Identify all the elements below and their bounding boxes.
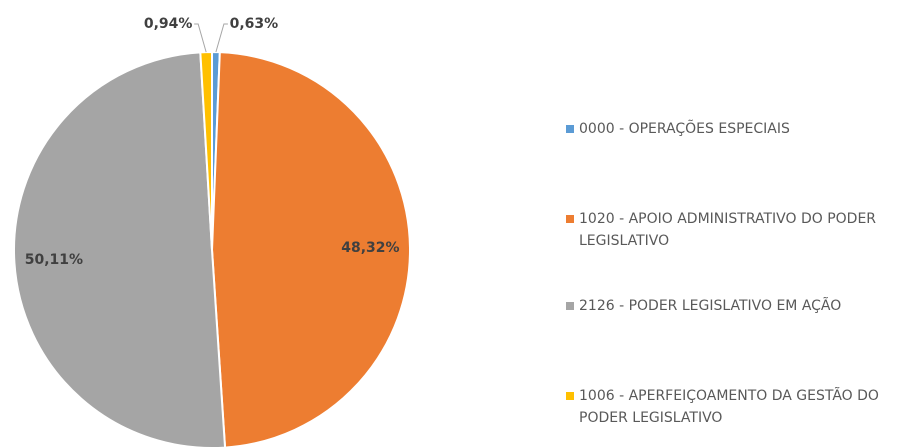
leader-line [194,23,207,53]
legend-label: 0000 - OPERAÇÕES ESPECIAIS [579,121,790,137]
data-label: 48,32% [341,240,399,256]
legend-swatch [566,215,574,223]
data-label: 0,63% [230,16,279,32]
pie-slice [210,51,411,448]
legend-swatch [566,302,574,310]
legend-label: 2126 - PODER LEGISLATIVO EM AÇÃO [579,298,842,314]
legend-item: 2126 - PODER LEGISLATIVO EM AÇÃO [566,295,906,317]
pie-slice [12,51,227,448]
legend-label: 1020 - APOIO ADMINISTRATIVO DO PODER LEG… [579,211,877,249]
data-label: 50,11% [25,252,83,268]
legend-swatch [566,125,574,133]
legend-swatch [566,392,574,400]
legend-item: 1006 - APERFEIÇOAMENTO DA GESTÃO DO PODE… [566,385,906,429]
leader-line [215,23,228,53]
data-label: 0,94% [144,16,193,32]
legend-label: 1006 - APERFEIÇOAMENTO DA GESTÃO DO PODE… [579,388,879,426]
legend-item: 0000 - OPERAÇÕES ESPECIAIS [566,118,906,140]
legend-item: 1020 - APOIO ADMINISTRATIVO DO PODER LEG… [566,208,906,252]
pie-slice [199,50,213,251]
